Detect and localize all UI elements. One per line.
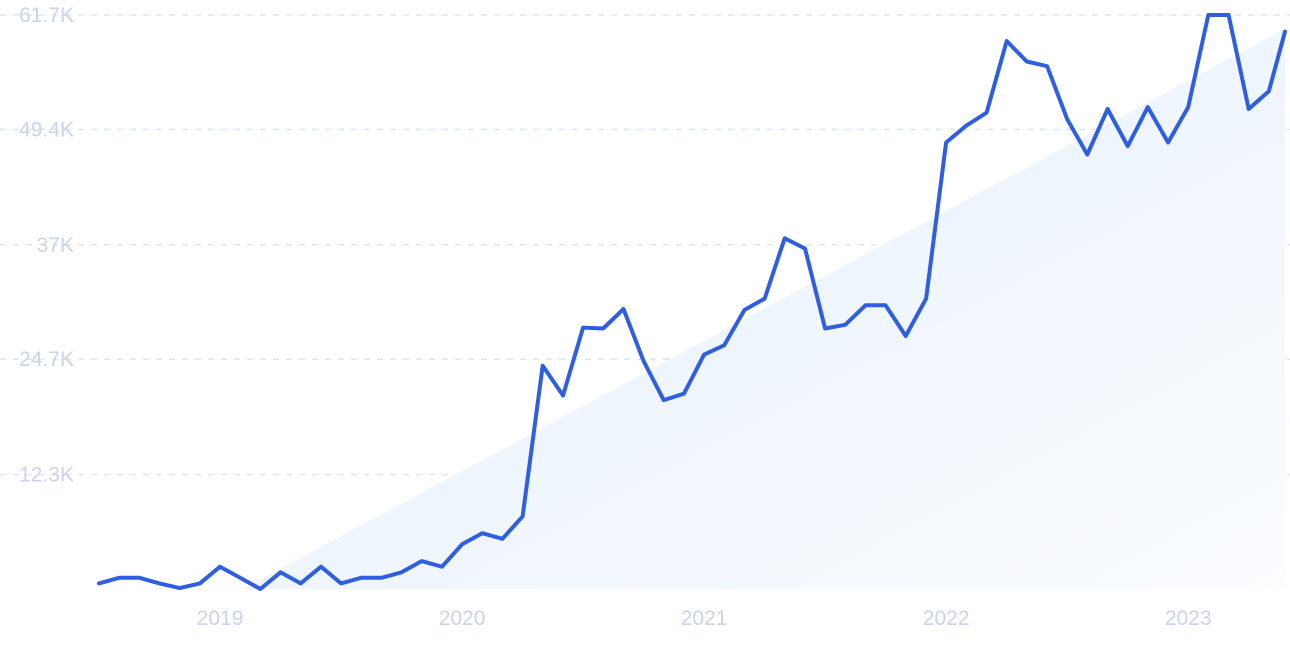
x-tick-label: 2022 xyxy=(923,607,970,630)
x-tick-label: 2021 xyxy=(681,607,728,630)
x-tick-label: 2019 xyxy=(197,607,244,630)
x-axis-ticks: 2019 2020 2021 2022 2023 xyxy=(197,607,1212,630)
y-tick-label: 37K xyxy=(37,234,74,257)
y-tick-label: 49.4K xyxy=(19,118,74,141)
x-tick-label: 2023 xyxy=(1165,607,1212,630)
y-tick-label: 12.3K xyxy=(19,464,74,487)
trend-area xyxy=(243,28,1286,590)
series-line xyxy=(97,13,1287,591)
x-tick-label: 2020 xyxy=(439,607,486,630)
y-tick-label: 24.7K xyxy=(19,348,74,371)
y-axis-ticks: 61.7K 49.4K 37K 24.7K 12.3K xyxy=(19,4,74,487)
y-tick-label: 61.7K xyxy=(19,4,74,27)
